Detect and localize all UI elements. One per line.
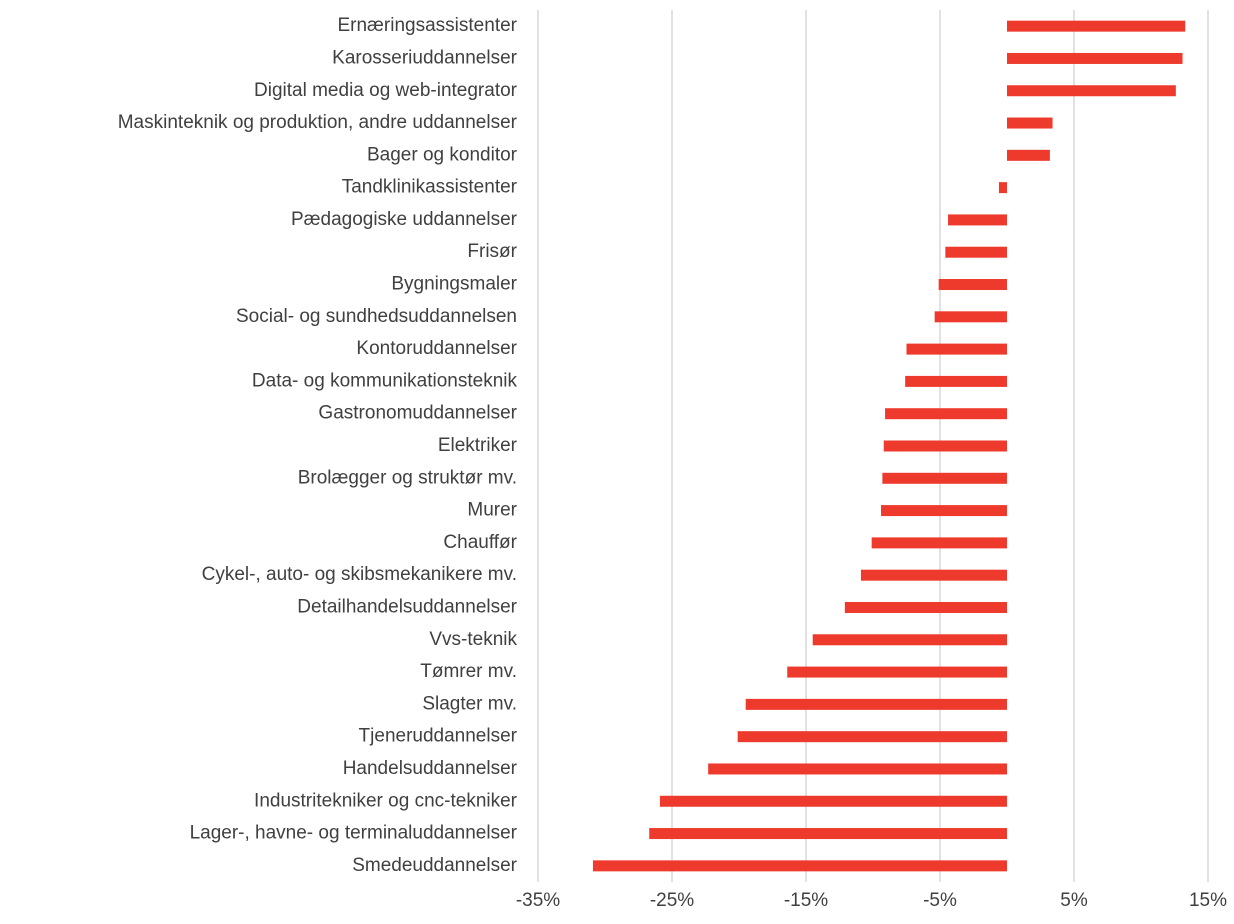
- y-tick-label: Gastronomuddannelser: [318, 403, 517, 424]
- y-tick-label: Digital media og web-integrator: [254, 80, 518, 101]
- bar: [883, 440, 1007, 452]
- x-tick-label: 15%: [1189, 890, 1227, 911]
- y-tick-label: Slagter mv.: [422, 693, 517, 714]
- y-tick-label: Lager-, havne- og terminaluddannelser: [190, 823, 518, 844]
- bar: [948, 214, 1007, 226]
- x-tick-label: -5%: [923, 890, 957, 911]
- bar: [934, 311, 1007, 323]
- y-tick-label: Tandklinikassistenter: [342, 177, 518, 198]
- y-tick-label: Vvs-teknik: [429, 629, 517, 650]
- bar: [1007, 52, 1183, 64]
- bar: [1007, 149, 1050, 161]
- bar: [906, 343, 1007, 355]
- bar: [881, 505, 1007, 517]
- x-tick-label: -25%: [650, 890, 694, 911]
- y-tick-label: Frisør: [467, 241, 517, 262]
- bar: [844, 601, 1007, 613]
- y-tick-label: Handelsuddannelser: [343, 758, 518, 779]
- bar: [945, 246, 1007, 258]
- y-tick-label: Bygningsmaler: [391, 274, 517, 295]
- y-tick-label: Chauffør: [443, 532, 517, 553]
- bar: [871, 537, 1007, 549]
- bar: [860, 569, 1007, 581]
- x-tick-label: 5%: [1060, 890, 1088, 911]
- bar: [1007, 85, 1176, 97]
- y-tick-label: Industritekniker og cnc-tekniker: [254, 790, 518, 811]
- y-tick-label: Karosseriuddannelser: [332, 47, 518, 68]
- bar: [812, 634, 1007, 646]
- y-tick-label: Tømrer mv.: [420, 661, 517, 682]
- y-tick-label: Social- og sundhedsuddannelsen: [236, 306, 517, 327]
- y-tick-label: Cykel-, auto- og skibsmekanikere mv.: [202, 564, 517, 585]
- x-tick-label: -15%: [784, 890, 828, 911]
- bar: [592, 860, 1007, 872]
- bar: [1007, 20, 1186, 32]
- x-tick-label: -35%: [516, 890, 560, 911]
- bar: [938, 279, 1007, 291]
- y-tick-label: Kontoruddannelser: [356, 338, 517, 359]
- y-tick-label: Pædagogiske uddannelser: [291, 209, 518, 230]
- y-tick-label: Maskinteknik og produktion, andre uddann…: [118, 112, 518, 133]
- y-tick-label: Ernæringsassistenter: [337, 15, 517, 36]
- bar: [708, 763, 1007, 775]
- bar: [737, 731, 1007, 743]
- bar: [905, 375, 1007, 387]
- bar: [649, 828, 1007, 840]
- bar: [745, 698, 1007, 710]
- y-tick-label: Data- og kommunikationsteknik: [252, 370, 518, 391]
- bar: [998, 182, 1007, 194]
- y-tick-label: Brolægger og struktør mv.: [298, 467, 517, 488]
- y-tick-label: Tjeneruddannelser: [359, 726, 518, 747]
- bar: [659, 795, 1007, 807]
- y-tick-label: Bager og konditor: [367, 144, 518, 165]
- y-tick-label: Detailhandelsuddannelser: [297, 596, 517, 617]
- y-tick-label: Elektriker: [438, 435, 518, 456]
- y-tick-label: Smedeuddannelser: [352, 855, 517, 876]
- bar: [885, 408, 1007, 420]
- y-tick-label: Murer: [467, 500, 517, 521]
- bar: [787, 666, 1007, 678]
- bar: [882, 472, 1007, 484]
- bar: [1007, 117, 1053, 129]
